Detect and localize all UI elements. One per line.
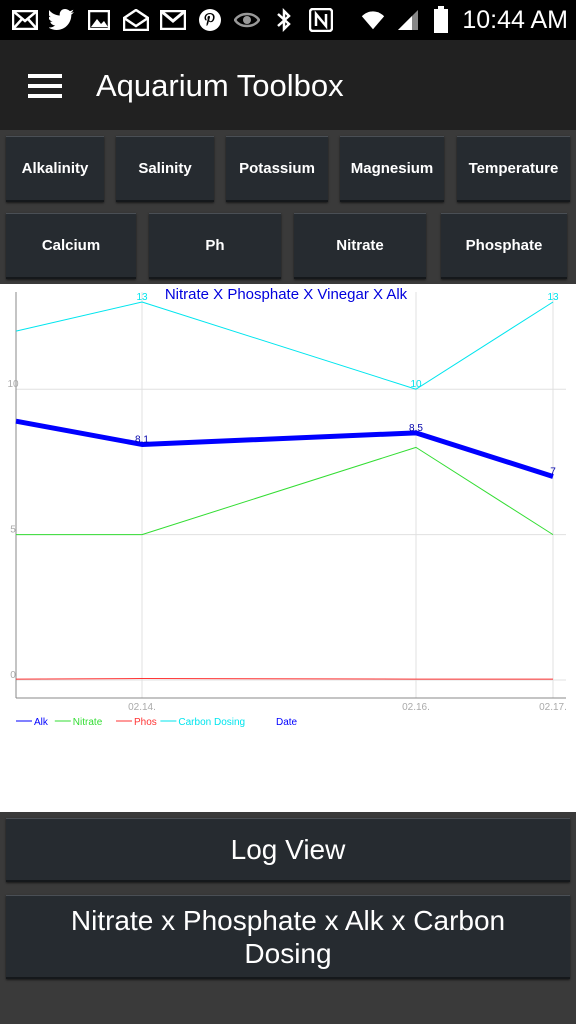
x-tick-label: 02.14. bbox=[128, 702, 156, 713]
gallery-icon bbox=[86, 7, 112, 33]
ph-button[interactable]: Ph bbox=[149, 213, 281, 279]
data-label: 7 bbox=[550, 466, 556, 477]
chart-title: Nitrate X Phosphate X Vinegar X Alk bbox=[165, 286, 408, 303]
data-label: 13 bbox=[136, 292, 148, 303]
chart-grid bbox=[16, 292, 566, 698]
wifi-icon bbox=[360, 7, 386, 33]
phosphate-button[interactable]: Phosphate bbox=[441, 213, 567, 279]
nitrate-phosphate-alk-carbon-button[interactable]: Nitrate x Phosphate x Alk x Carbon Dosin… bbox=[6, 895, 570, 979]
x-tick-label: 02.17. bbox=[539, 702, 567, 713]
temperature-button[interactable]: Temperature bbox=[457, 136, 570, 202]
potassium-button[interactable]: Potassium bbox=[226, 136, 328, 202]
y-tick-label: 10 bbox=[7, 379, 19, 390]
pinterest-icon bbox=[197, 7, 223, 33]
gmail-icon bbox=[160, 7, 186, 33]
chart-panel: Nitrate X Phosphate X Vinegar X Alk 13 10… bbox=[0, 284, 576, 812]
email-open-icon bbox=[123, 7, 149, 33]
legend-label: Nitrate bbox=[73, 717, 103, 728]
nitrate-button[interactable]: Nitrate bbox=[294, 213, 426, 279]
signal-icon bbox=[394, 7, 420, 33]
magnesium-button[interactable]: Magnesium bbox=[340, 136, 444, 202]
app-bar: Aquarium Toolbox bbox=[0, 40, 576, 130]
data-label: 10 bbox=[410, 379, 422, 390]
legend-label: Alk bbox=[34, 717, 49, 728]
eye-icon bbox=[234, 7, 260, 33]
clock: 10:44 AM bbox=[462, 5, 568, 34]
log-view-button[interactable]: Log View bbox=[6, 818, 570, 882]
series-line-carbon-dosing bbox=[15, 301, 554, 390]
battery-icon bbox=[428, 6, 454, 33]
chart-ticks: 0 5 10 02.14. 02.16. 02.17. bbox=[7, 379, 566, 713]
data-label: 13 bbox=[547, 292, 559, 303]
twitter-icon bbox=[49, 7, 75, 33]
y-tick-label: 5 bbox=[10, 525, 16, 536]
series-line-alk bbox=[15, 418, 554, 479]
hamburger-menu-icon[interactable] bbox=[28, 74, 62, 98]
nfc-icon bbox=[308, 7, 334, 33]
bluetooth-icon bbox=[271, 7, 297, 33]
app-title: Aquarium Toolbox bbox=[96, 68, 344, 103]
data-label: 8.5 bbox=[409, 423, 423, 434]
parameter-button-grid: Alkalinity Salinity Potassium Magnesium … bbox=[0, 130, 576, 284]
line-chart: Nitrate X Phosphate X Vinegar X Alk 13 10… bbox=[7, 286, 566, 728]
legend-label: Carbon Dosing bbox=[178, 717, 245, 728]
chart-axes bbox=[15, 292, 566, 699]
chart-legend: Alk Nitrate Phos Carbon Dosing Date bbox=[16, 717, 298, 728]
chart-series: 13 10 13 8.1 8.5 7 bbox=[15, 292, 559, 680]
mail-icon bbox=[12, 7, 38, 33]
x-tick-label: 02.16. bbox=[402, 702, 430, 713]
data-label: 8.1 bbox=[135, 434, 149, 445]
legend-label: Date bbox=[276, 717, 298, 728]
legend-label: Phos bbox=[134, 717, 157, 728]
calcium-button[interactable]: Calcium bbox=[6, 213, 136, 279]
bottom-actions: Log View Nitrate x Phosphate x Alk x Car… bbox=[0, 812, 576, 1024]
y-tick-label: 0 bbox=[10, 670, 16, 681]
alkalinity-button[interactable]: Alkalinity bbox=[6, 136, 104, 202]
salinity-button[interactable]: Salinity bbox=[116, 136, 214, 202]
status-bar: 10:44 AM bbox=[0, 0, 576, 40]
series-line-nitrate bbox=[16, 446, 554, 536]
series-line-phos bbox=[15, 678, 553, 680]
